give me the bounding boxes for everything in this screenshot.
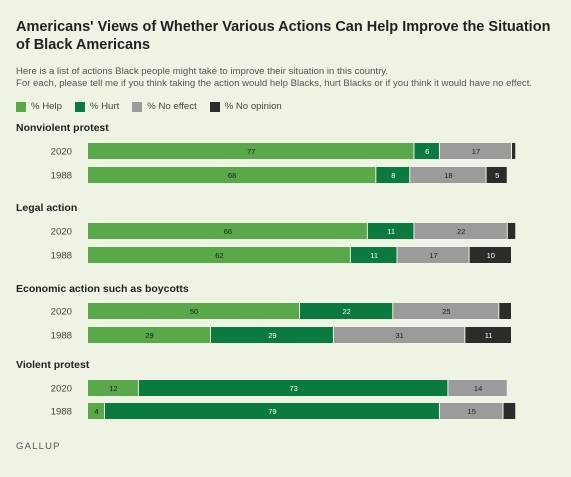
- bar-segment-help: [88, 403, 104, 419]
- data-label: 4: [94, 407, 98, 416]
- bar-segment-help: [88, 247, 350, 263]
- subtitle-line-1: Here is a list of actions Black people m…: [16, 66, 389, 77]
- group-label: Nonviolent protest: [16, 122, 109, 134]
- legend-item-no-effect: % No effect: [132, 101, 197, 112]
- data-label: 77: [247, 147, 255, 156]
- group-label: Economic action such as boycotts: [16, 283, 189, 295]
- legend-swatch-help: [16, 101, 26, 112]
- data-label: 14: [474, 384, 482, 393]
- bar-segment-hurt: [376, 167, 410, 183]
- bar-segment-no-effect: [410, 167, 486, 183]
- bar-segment-hurt: [414, 143, 439, 159]
- bar-segment-help: [88, 223, 367, 239]
- bar-segment-hurt: [210, 327, 333, 343]
- data-label: 11: [485, 331, 493, 340]
- data-label: 15: [468, 407, 476, 416]
- subtitle-line-2: For each, please tell me if you think ta…: [16, 78, 533, 89]
- data-label: 17: [472, 147, 480, 156]
- bar-segment-no-effect: [397, 247, 469, 263]
- group-label: Legal action: [16, 202, 77, 214]
- data-label: 12: [109, 384, 117, 393]
- bar-segment-hurt: [138, 380, 448, 396]
- data-label: 6: [425, 147, 429, 156]
- year-label: 1988: [51, 171, 72, 182]
- bar-segment-help: [88, 167, 376, 183]
- bar-segment-help: [88, 143, 414, 159]
- year-label: 2020: [51, 227, 72, 238]
- data-label: 8: [391, 171, 395, 180]
- data-label: 11: [370, 251, 378, 260]
- data-label: 17: [429, 251, 437, 260]
- chart-title: Americans' Views of Whether Various Acti…: [16, 19, 551, 53]
- year-label: 2020: [51, 307, 72, 318]
- year-label: 1988: [51, 331, 72, 342]
- year-label: 2020: [51, 147, 72, 158]
- chart-subtitle: Here is a list of actions Black people m…: [16, 66, 556, 90]
- data-label: 68: [228, 171, 236, 180]
- data-label: 5: [495, 171, 499, 180]
- legend-label-hurt: % Hurt: [89, 101, 120, 112]
- data-label: 29: [145, 331, 153, 340]
- bar-segment-no-effect: [448, 380, 507, 396]
- bar-segment-help: [88, 327, 210, 343]
- year-label: 2020: [51, 384, 72, 395]
- data-label: 79: [268, 407, 276, 416]
- bar-segment-no-opinion: [512, 143, 516, 159]
- bar-segment-help: [88, 303, 299, 319]
- bar-segment-no-effect: [439, 143, 511, 159]
- bar-segment-no-opinion: [507, 223, 516, 239]
- bar-segment-no-effect: [333, 327, 465, 343]
- data-label: 73: [289, 384, 297, 393]
- data-label: 29: [268, 331, 276, 340]
- bar-segment-no-effect: [414, 223, 507, 239]
- data-label: 50: [190, 307, 198, 316]
- bar-segment-no-opinion: [469, 247, 511, 263]
- bar-segment-hurt: [350, 247, 397, 263]
- data-label: 31: [395, 331, 403, 340]
- data-label: 18: [444, 171, 452, 180]
- bar-segment-no-effect: [393, 303, 499, 319]
- data-label: 22: [342, 307, 350, 316]
- bar-segment-no-opinion: [503, 403, 516, 419]
- bar-segment-hurt: [367, 223, 414, 239]
- year-label: 1988: [51, 407, 72, 418]
- bar-segment-no-effect: [439, 403, 503, 419]
- legend-swatch-no-opinion: [209, 101, 220, 112]
- bar-segment-hurt: [300, 303, 393, 319]
- data-label: 11: [387, 227, 395, 236]
- legend-item-help: % Help: [16, 101, 62, 112]
- bar-segment-hurt: [104, 403, 439, 419]
- legend-item-hurt: % Hurt: [74, 101, 120, 112]
- bar-segment-no-opinion: [486, 167, 507, 183]
- legend-label-help: % Help: [31, 101, 62, 112]
- data-label: 62: [215, 251, 223, 260]
- source-logo: GALLUP: [16, 441, 61, 452]
- year-label: 1988: [51, 251, 72, 262]
- data-label: 66: [224, 227, 232, 236]
- legend-item-no-opinion: % No opinion: [209, 101, 282, 112]
- group-label: Violent protest: [16, 359, 90, 371]
- data-label: 10: [487, 251, 495, 260]
- legend-label-no-effect: % No effect: [147, 101, 197, 112]
- legend-swatch-no-effect: [132, 101, 143, 112]
- bar-segment-help: [88, 380, 138, 396]
- chart-legend: % Help % Hurt % No effect % No opinion: [16, 101, 295, 112]
- data-label: 22: [457, 227, 465, 236]
- bar-segment-no-opinion: [465, 327, 511, 343]
- bar-segment-no-opinion: [499, 303, 511, 319]
- data-label: 25: [442, 307, 450, 316]
- legend-label-no-opinion: % No opinion: [224, 101, 282, 112]
- legend-swatch-hurt: [74, 101, 85, 112]
